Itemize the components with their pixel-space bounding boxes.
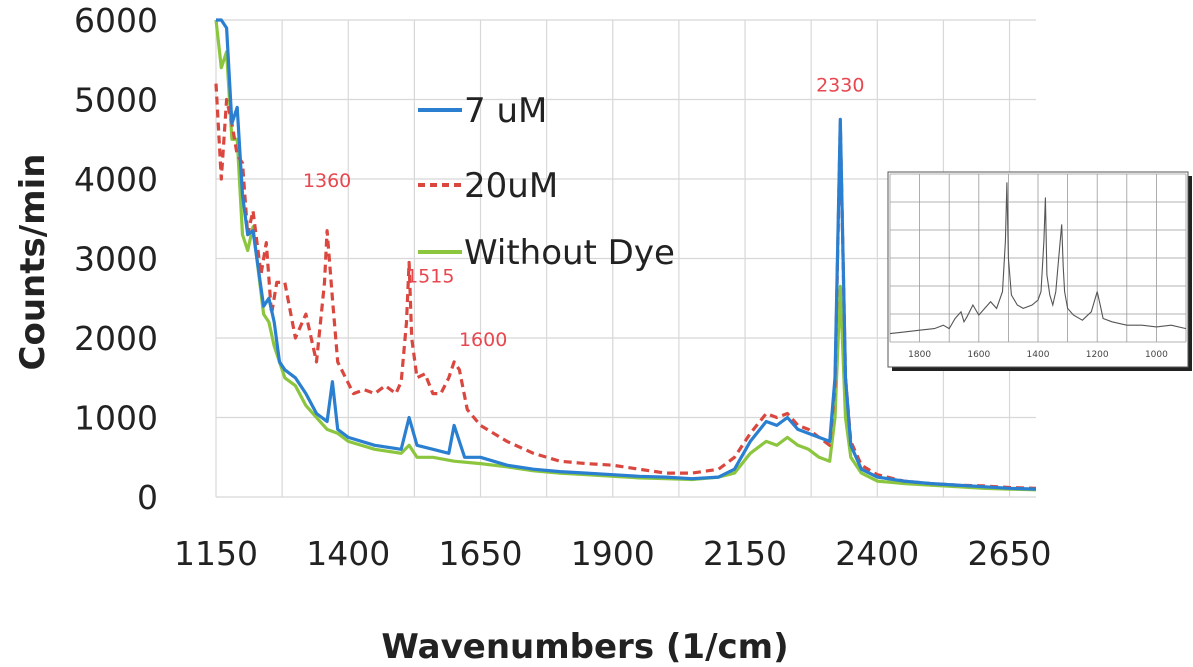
y-tick-label: 2000 xyxy=(74,319,158,358)
x-tick-label: 2150 xyxy=(703,534,787,573)
series-line-7-um xyxy=(216,18,1037,491)
inset-x-tick-label: 1000 xyxy=(1145,350,1168,360)
legend-label: 7 uM xyxy=(464,91,547,131)
peak-label: 1515 xyxy=(406,265,454,287)
x-axis-title: Wavenumbers (1/cm) xyxy=(381,627,788,667)
y-tick-label: 6000 xyxy=(74,1,158,40)
peak-label: 1360 xyxy=(303,170,351,192)
series-line-20um xyxy=(214,83,1037,490)
inset-x-tick-label: 1400 xyxy=(1027,350,1050,360)
y-tick-label: 4000 xyxy=(74,160,158,199)
y-tick-label: 0 xyxy=(137,478,158,517)
x-tick-label: 1400 xyxy=(306,534,390,573)
legend: 7 uM 20uM Without Dye xyxy=(418,91,675,273)
inset-spectrum: 1800 1600 1400 1200 1000 xyxy=(887,171,1192,371)
inset-spectrum-line xyxy=(889,182,1187,335)
peak-annotations: 1360 1515 1600 2330 xyxy=(303,75,865,351)
y-tick-label: 5000 xyxy=(74,81,158,120)
peak-label: 1600 xyxy=(459,329,507,351)
y-tick-label: 1000 xyxy=(74,399,158,438)
x-tick-label: 1900 xyxy=(571,534,655,573)
series-lines xyxy=(214,18,1037,492)
x-tick-label: 1150 xyxy=(174,534,258,573)
x-tick-label: 1650 xyxy=(439,534,523,573)
y-axis-title: Counts/min xyxy=(13,154,53,371)
legend-label: 20uM xyxy=(464,166,558,206)
inset-x-tick-label: 1800 xyxy=(908,350,931,360)
y-tick-label: 3000 xyxy=(74,240,158,279)
plot-grid xyxy=(215,19,1036,498)
axis-ticks: 1150 1400 1650 1900 2150 2400 2650 0 1000 2000 300… xyxy=(74,1,1052,573)
legend-label: Without Dye xyxy=(464,233,675,273)
inset-x-tick-label: 1200 xyxy=(1086,350,1109,360)
inset-x-tick-label: 1600 xyxy=(967,350,990,360)
x-tick-label: 2650 xyxy=(968,534,1052,573)
x-tick-label: 2400 xyxy=(835,534,919,573)
peak-label: 2330 xyxy=(816,75,864,97)
